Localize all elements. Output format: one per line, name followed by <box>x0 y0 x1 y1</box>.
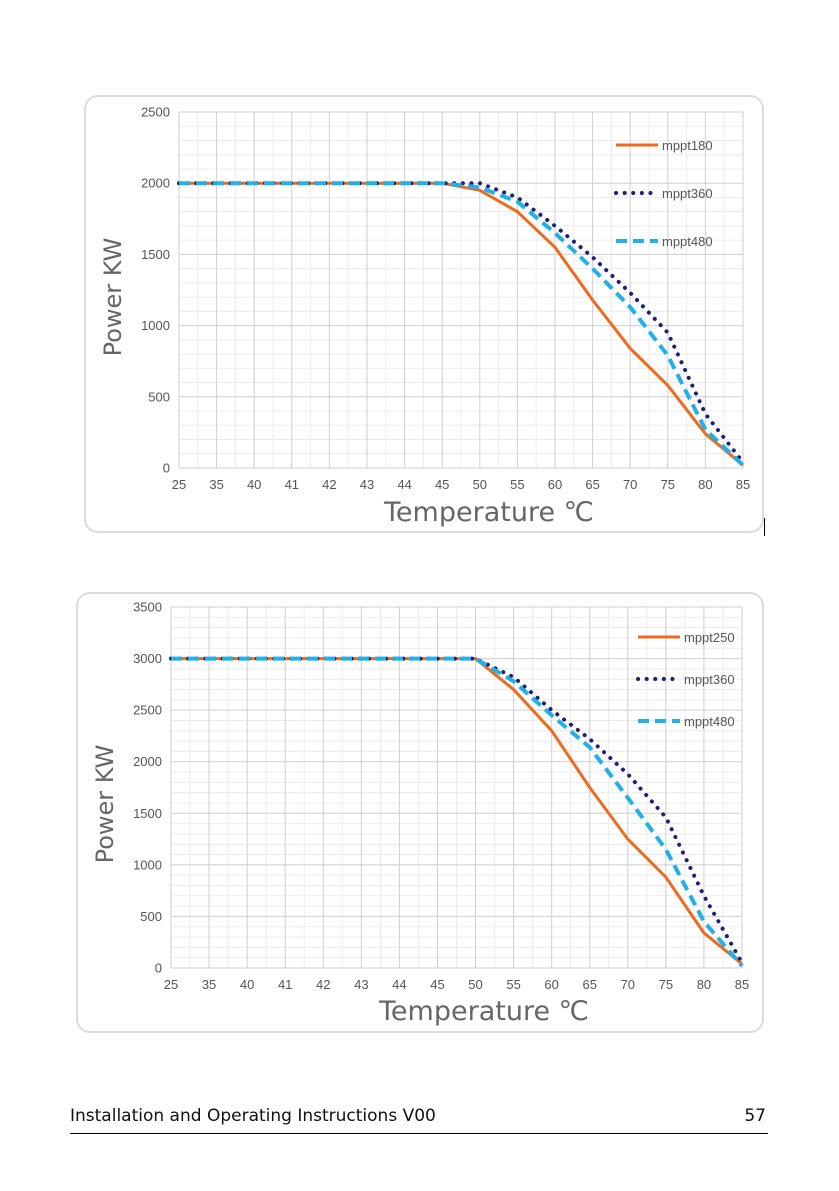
x-tick-label: 42 <box>316 977 330 992</box>
x-axis-title: Temperature ℃ <box>383 497 594 528</box>
x-tick-label: 35 <box>202 977 216 992</box>
y-tick-label: 1500 <box>141 247 170 262</box>
x-tick-label: 60 <box>548 477 562 492</box>
chart-1: 0 500 1000 1500 2000 2500 25 35 40 41 42 43 44 45 50 55… <box>99 105 750 529</box>
chart-card-2: 0 500 1000 1500 2000 2500 3000 3500 25 35 40 41 42 43… <box>76 592 764 1033</box>
legend-label-mppt250: mppt250 <box>684 630 735 645</box>
y-tick-label: 1500 <box>133 806 162 821</box>
x-tick-label: 25 <box>164 977 178 992</box>
legend-label-mppt480: mppt480 <box>662 234 713 249</box>
x-tick-label: 65 <box>585 477 599 492</box>
legend-label-mppt360: mppt360 <box>662 186 713 201</box>
y-tick-label: 3500 <box>133 600 162 615</box>
x-tick-label: 85 <box>736 477 750 492</box>
x-tick-label: 25 <box>172 477 186 492</box>
x-tick-label: 44 <box>392 977 406 992</box>
y-tick-label: 0 <box>155 961 162 976</box>
x-tick-label: 85 <box>735 977 749 992</box>
page-footer: Installation and Operating Instructions … <box>70 1106 768 1134</box>
series-line-mppt480-dashed <box>171 656 744 968</box>
x-tick-label: 70 <box>623 477 637 492</box>
y-tick-label: 2000 <box>133 754 162 769</box>
x-tick-label: 45 <box>430 977 444 992</box>
series-line-mppt480-dashed <box>179 181 745 467</box>
y-tick-label: 2000 <box>141 176 170 191</box>
chart-card-1: 0 500 1000 1500 2000 2500 25 35 40 41 42 43 44 45 50 55… <box>84 95 764 533</box>
footer-page-number: 57 <box>744 1106 766 1126</box>
y-tick-label: 2500 <box>141 105 170 120</box>
y-axis-title: Power KW <box>99 238 127 357</box>
x-tick-label: 44 <box>397 477 411 492</box>
x-axis-title: Temperature ℃ <box>378 996 589 1027</box>
legend-label-mppt360: mppt360 <box>684 672 735 687</box>
x-tick-label: 42 <box>322 477 336 492</box>
x-tick-label: 45 <box>435 477 449 492</box>
y-axis-title: Power KW <box>91 745 119 864</box>
y-tick-label: 500 <box>140 909 162 924</box>
y-tick-label: 500 <box>148 389 170 404</box>
footer-document-title: Installation and Operating Instructions … <box>70 1106 436 1126</box>
y-tick-label: 2500 <box>133 703 162 718</box>
x-tick-label: 41 <box>285 477 299 492</box>
x-tick-label: 43 <box>354 977 368 992</box>
chart-2: 0 500 1000 1500 2000 2500 3000 3500 25 35 40 41 42 43… <box>91 600 749 1028</box>
x-tick-label: 50 <box>468 977 482 992</box>
x-tick-label: 75 <box>659 977 673 992</box>
x-tick-label: 50 <box>473 477 487 492</box>
x-tick-label: 41 <box>278 977 292 992</box>
x-tick-label: 80 <box>697 977 711 992</box>
y-tick-label: 3000 <box>133 651 162 666</box>
y-tick-label: 1000 <box>133 857 162 872</box>
x-tick-label: 40 <box>247 477 261 492</box>
x-tick-label: 55 <box>506 977 520 992</box>
x-tick-label: 55 <box>510 477 524 492</box>
y-tick-label: 1000 <box>141 318 170 333</box>
text-cursor-mark <box>764 518 765 536</box>
legend-label-mppt180: mppt180 <box>662 138 713 153</box>
x-tick-label: 75 <box>661 477 675 492</box>
x-tick-label: 80 <box>698 477 712 492</box>
x-tick-label: 43 <box>360 477 374 492</box>
x-tick-label: 40 <box>240 977 254 992</box>
x-tick-label: 35 <box>209 477 223 492</box>
x-tick-label: 65 <box>582 977 596 992</box>
x-tick-label: 70 <box>621 977 635 992</box>
legend-label-mppt480: mppt480 <box>684 714 735 729</box>
y-tick-label: 0 <box>163 461 170 476</box>
x-tick-label: 60 <box>544 977 558 992</box>
